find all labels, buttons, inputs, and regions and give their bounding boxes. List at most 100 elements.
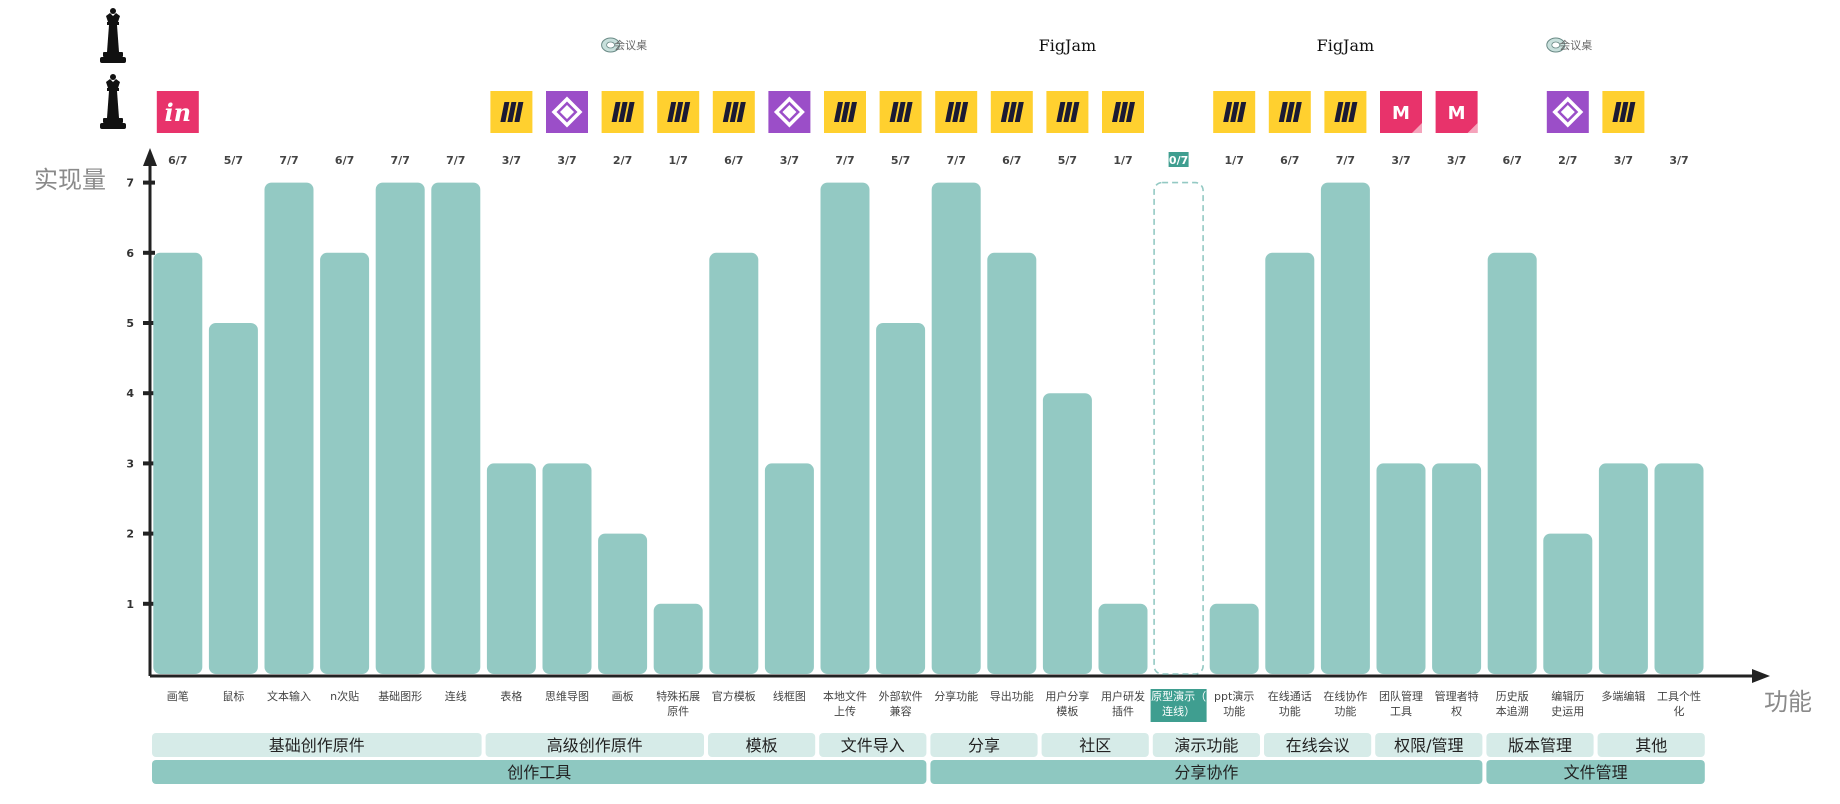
miro-logo-stroke <box>625 102 635 122</box>
miro-logo-stroke <box>1348 102 1358 122</box>
value-label: 2/7 <box>613 154 632 167</box>
meeting-table-icon-inner <box>606 41 615 49</box>
y-tick-mark <box>143 391 155 396</box>
bar <box>764 463 814 674</box>
mural-logo-letter: M <box>1392 103 1410 124</box>
bar <box>1598 463 1648 674</box>
value-label: 3/7 <box>1447 154 1466 167</box>
bar <box>1209 603 1259 674</box>
whimsical-logo-inner <box>1560 105 1575 119</box>
supergroup-box <box>930 760 1483 784</box>
value-label: 3/7 <box>557 154 576 167</box>
miro-logo-stroke <box>903 102 913 122</box>
bar <box>598 533 648 674</box>
category-label: 线框图 <box>773 689 806 703</box>
category-label: 文本输入 <box>267 689 311 703</box>
category-label: 权 <box>1451 705 1462 718</box>
value-label: 6/7 <box>724 154 743 167</box>
category-label: 连线） <box>1162 704 1195 718</box>
bar <box>320 252 370 675</box>
value-label: 1/7 <box>669 154 688 167</box>
miro-logo-stroke <box>945 102 955 122</box>
group-label: 高级创作原件 <box>547 736 643 755</box>
value-label: 5/7 <box>891 154 910 167</box>
category-label: 导出功能 <box>990 689 1034 703</box>
value-label: 0/7 <box>1169 154 1188 167</box>
group-box <box>1486 733 1594 757</box>
miro-logo-stroke <box>1334 102 1344 122</box>
miro-logo-stroke <box>514 102 524 122</box>
y-tick-mark <box>143 180 155 185</box>
miro-logo-stroke <box>1237 102 1247 122</box>
whimsical-logo-diamond <box>1552 96 1584 128</box>
category-label: 本地文件 <box>823 689 867 703</box>
group-box <box>1597 733 1705 757</box>
supergroup-box <box>1486 760 1705 784</box>
miro-logo-stroke <box>674 102 684 122</box>
bar <box>153 252 203 675</box>
miro-logo-stroke <box>681 102 691 122</box>
y-tick-label: 7 <box>126 177 134 190</box>
value-label: 6/7 <box>1002 154 1021 167</box>
bar <box>1376 463 1426 674</box>
miro-logo-stroke <box>1119 102 1128 122</box>
category-label: 用户分享 <box>1045 689 1089 703</box>
supergroup-label: 文件管理 <box>1564 763 1628 782</box>
group-box <box>485 733 704 757</box>
value-label: 3/7 <box>1669 154 1688 167</box>
category-label: 思维导图 <box>545 690 589 703</box>
category-label: 画板 <box>612 689 634 703</box>
y-tick-label: 2 <box>126 528 134 541</box>
bar <box>876 323 926 674</box>
category-label: 编辑历 <box>1551 689 1584 703</box>
category-label: 功能 <box>1279 704 1301 718</box>
y-tick-label: 3 <box>126 457 134 470</box>
value-label: 3/7 <box>502 154 521 167</box>
meeting-table-icon-inner <box>1551 41 1561 49</box>
category-label: 表格 <box>500 689 522 703</box>
value-label: 5/7 <box>224 154 243 167</box>
bar <box>208 323 258 674</box>
category-label: 原件 <box>667 705 689 718</box>
supergroup-label: 分享协作 <box>1174 763 1238 782</box>
y-tick-mark <box>143 531 155 536</box>
category-label: n次贴 <box>330 689 359 703</box>
whimsical-logo-inner <box>560 105 574 119</box>
category-label: 工具个性 <box>1657 689 1701 703</box>
value-label: 2/7 <box>1558 154 1577 167</box>
x-axis-arrow <box>1752 669 1770 683</box>
bar <box>1098 603 1148 674</box>
miro-logo-stroke <box>1619 102 1629 122</box>
whimsical-logo-diamond <box>551 96 583 128</box>
top-row-label: 会议桌 <box>614 39 647 52</box>
bar <box>1432 463 1482 674</box>
bar <box>931 182 981 674</box>
bar <box>653 603 703 674</box>
miro-logo-stroke <box>1070 102 1080 122</box>
bar <box>1543 533 1593 674</box>
value-label: 3/7 <box>1614 154 1633 167</box>
group-label: 演示功能 <box>1174 736 1238 755</box>
category-label: 兼容 <box>890 704 912 718</box>
top-row-label: FigJam <box>1317 36 1375 55</box>
category-label: 特殊拓展 <box>656 689 700 703</box>
bar <box>375 182 425 674</box>
value-label: 7/7 <box>1336 154 1355 167</box>
miro-logo-stroke <box>841 102 850 122</box>
group-label: 版本管理 <box>1508 736 1572 755</box>
group-label: 基础创作原件 <box>269 736 365 755</box>
chess-queen-icon <box>100 8 126 63</box>
chess-queen-icon <box>100 74 126 129</box>
miro-logo-stroke <box>848 102 857 122</box>
category-label: 上传 <box>834 705 856 718</box>
whimsical-logo-inner <box>782 105 797 119</box>
y-tick-mark <box>143 250 155 255</box>
bar <box>542 463 592 674</box>
miro-logo-stroke <box>507 102 517 122</box>
group-label: 权限/管理 <box>1394 736 1463 755</box>
category-label: 历史版 <box>1496 689 1529 703</box>
category-label: 原型演示（ <box>1151 689 1206 703</box>
miro-logo-stroke <box>667 102 677 122</box>
group-label: 在线会议 <box>1286 736 1350 755</box>
